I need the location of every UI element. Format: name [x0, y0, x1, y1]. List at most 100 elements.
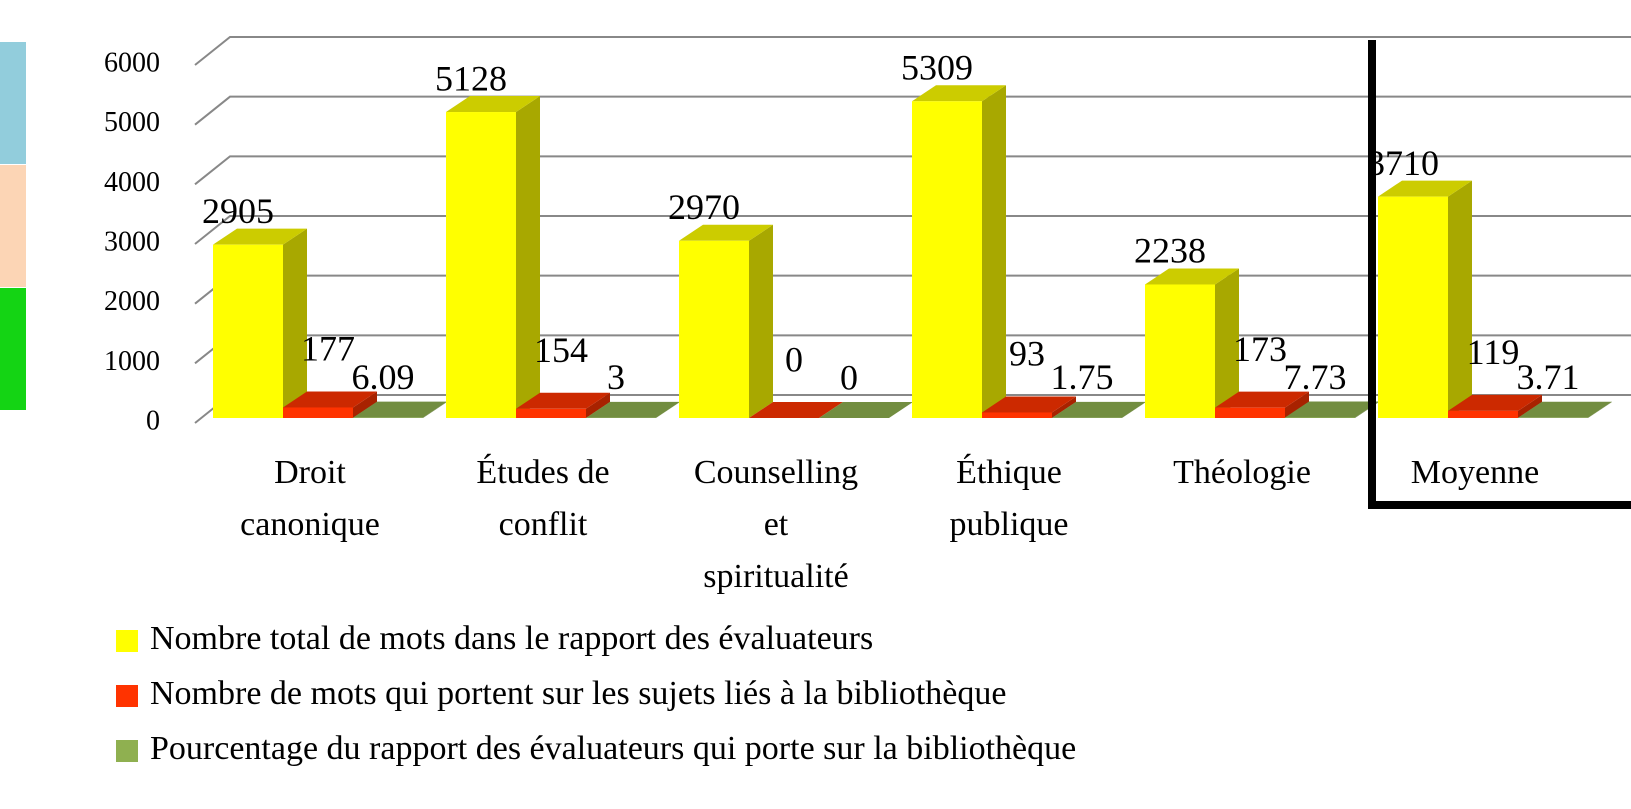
- y-tick-label: 4000: [104, 167, 160, 198]
- legend-label: Nombre de mots qui portent sur les sujet…: [150, 675, 1006, 712]
- bar-side: [516, 96, 540, 419]
- bar-side: [1518, 394, 1542, 418]
- x-tick-label: Théologie: [1173, 454, 1311, 491]
- data-label: 177: [301, 329, 355, 369]
- bar: [1052, 401, 1146, 418]
- bar-side: [1215, 268, 1239, 418]
- bar-side: [586, 392, 610, 418]
- x-tick-label: Counselling: [694, 454, 858, 491]
- y-tick-label: 3000: [104, 226, 160, 257]
- x-tick-label: et: [764, 506, 789, 543]
- bar-side: [1052, 396, 1076, 418]
- bar-side: [1588, 401, 1612, 418]
- bar-top: [446, 96, 540, 113]
- bar-side: [1122, 401, 1146, 418]
- grid-line: [194, 36, 1631, 66]
- bar: [353, 401, 447, 418]
- data-label: 1.75: [1051, 357, 1114, 397]
- bar-side: [283, 228, 307, 418]
- bar-top: [1052, 401, 1146, 418]
- bar-top: [1145, 268, 1239, 285]
- bar-front: [679, 240, 749, 418]
- legend-label: Nombre total de mots dans le rapport des…: [150, 620, 873, 657]
- data-label: 2970: [668, 187, 740, 227]
- bar-top: [283, 391, 377, 408]
- bar: [912, 85, 1006, 418]
- x-tick-label: Moyenne: [1411, 454, 1539, 491]
- bar-top: [1518, 401, 1612, 418]
- y-tick-label: 6000: [104, 47, 160, 78]
- bar-front: [446, 112, 516, 419]
- y-tick-label: 2000: [104, 286, 160, 317]
- bar: [1378, 180, 1472, 418]
- bar: [586, 401, 680, 418]
- y-tick-label: 1000: [104, 346, 160, 377]
- bar-top: [679, 224, 773, 241]
- bar-front: [1215, 407, 1285, 418]
- data-label: 0: [840, 357, 858, 397]
- bar-top: [819, 402, 913, 418]
- bar: [1145, 268, 1239, 418]
- bar: [1215, 391, 1309, 418]
- data-label: 3710: [1367, 143, 1439, 183]
- grid-line: [194, 95, 1631, 126]
- data-label: 5309: [901, 47, 973, 87]
- bar: [1518, 401, 1612, 418]
- bar-top: [353, 401, 447, 418]
- bar-side: [1448, 180, 1472, 418]
- bar-front: [516, 408, 586, 418]
- bar-side: [1285, 391, 1309, 418]
- data-label: 154: [534, 330, 588, 370]
- bar: [982, 396, 1076, 418]
- legend-swatch: [116, 630, 138, 652]
- y-tick-label: 5000: [104, 107, 160, 138]
- data-label: 3: [607, 357, 625, 397]
- data-label: 5128: [435, 58, 507, 98]
- bar-side: [656, 401, 680, 418]
- bar-top: [213, 228, 307, 245]
- legend-swatch: [116, 685, 138, 707]
- x-tick-label: Droit: [274, 454, 346, 491]
- bar-front: [1378, 196, 1448, 418]
- bar-side: [423, 401, 447, 418]
- bar-top: [586, 401, 680, 418]
- x-tick-label: Études de: [476, 454, 609, 491]
- legend-swatch: [116, 740, 138, 762]
- bar: [1448, 394, 1542, 418]
- grid-line: [194, 155, 1631, 186]
- bar-top: [1285, 401, 1379, 418]
- legend-label: Pourcentage du rapport des évaluateurs q…: [150, 730, 1076, 767]
- data-label: 3.71: [1517, 357, 1580, 397]
- data-label: 119: [1467, 332, 1520, 372]
- x-tick-label: spiritualité: [703, 558, 848, 595]
- x-tick-label: canonique: [240, 506, 380, 543]
- x-tick-label: conflit: [499, 506, 588, 543]
- x-tick-label: publique: [950, 506, 1069, 543]
- bar-side: [749, 224, 773, 418]
- x-tick-label: Éthique: [956, 454, 1062, 491]
- data-label: 173: [1233, 329, 1287, 369]
- bar: [446, 96, 540, 419]
- bar-top: [516, 392, 610, 409]
- highlight-box: [1368, 40, 1631, 509]
- bar-front: [912, 101, 982, 418]
- bar: [679, 224, 773, 418]
- side-swatch: [0, 42, 26, 164]
- bar: [749, 402, 843, 418]
- y-tick-label: 0: [146, 405, 160, 436]
- bar-front: [1448, 410, 1518, 418]
- data-label: 2905: [202, 191, 274, 231]
- data-label: 2238: [1134, 231, 1206, 271]
- bar-front: [213, 244, 283, 418]
- bar-top: [1448, 394, 1542, 411]
- bar-top: [982, 396, 1076, 413]
- bar-front: [1145, 284, 1215, 418]
- bar: [283, 391, 377, 418]
- data-label: 0: [785, 339, 803, 379]
- bar: [516, 392, 610, 418]
- data-label: 6.09: [352, 357, 415, 397]
- grid-line: [194, 215, 1631, 245]
- bar: [213, 228, 307, 418]
- data-label: 93: [1009, 334, 1045, 374]
